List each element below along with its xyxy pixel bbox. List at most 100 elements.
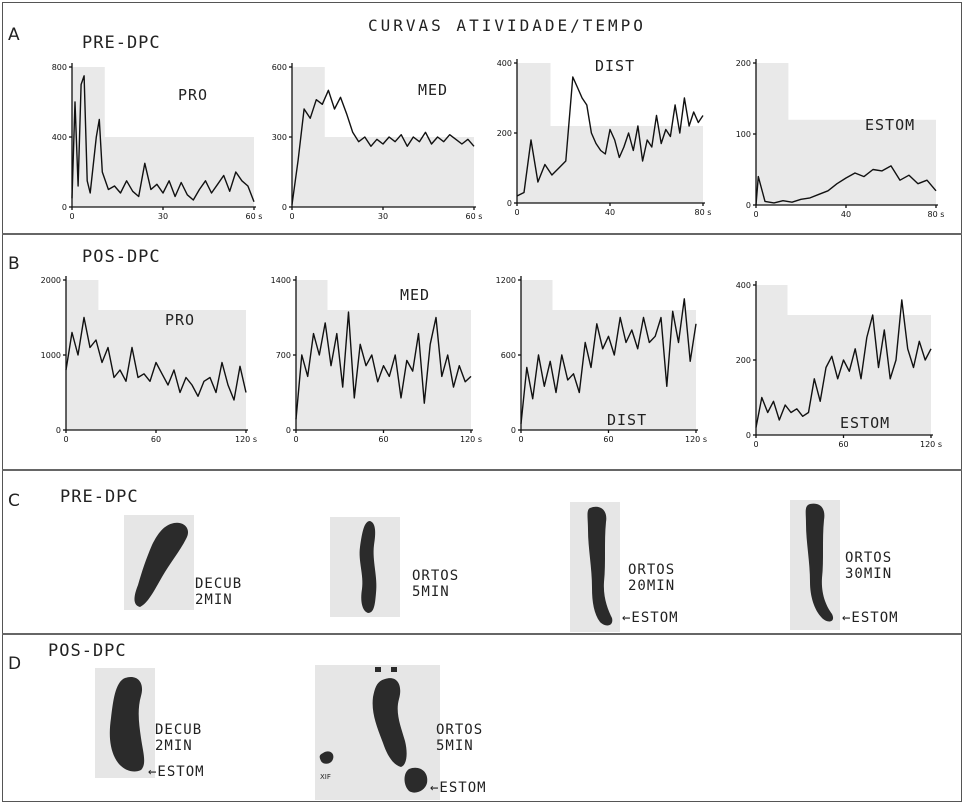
series-line — [520, 298, 697, 424]
scan-pre-ortos30-estom-marker: ←ESTOM — [842, 610, 899, 626]
series-label: MED — [418, 81, 448, 99]
plot-shading — [72, 67, 254, 207]
scan-pos-decub — [95, 668, 155, 778]
chart-a-med: 0 300 600 0 30 60 s MED — [272, 63, 483, 221]
x-tick-label: 0 — [293, 435, 298, 444]
panel-letter-a: A — [8, 25, 20, 45]
y-tick-label: 300 — [272, 133, 287, 142]
series-label: MED — [400, 286, 430, 304]
scan-pre-ortos20-label: ORTOS 20MIN — [628, 562, 676, 594]
chart-a-dist: 0 200 400 0 40 80 s DIST — [497, 57, 712, 217]
panel-a-label: PRE-DPC — [82, 33, 161, 53]
y-tick-label: 0 — [62, 203, 67, 212]
divider-ab — [2, 233, 962, 235]
panel-d-label: POS-DPC — [48, 641, 127, 661]
plot-shading — [66, 280, 246, 430]
x-tick-label: 0 — [753, 210, 758, 219]
scan-pos-ortos5-note: XIF — [320, 773, 331, 781]
x-tick-label: 30 — [158, 212, 168, 221]
y-tick-label: 1000 — [41, 351, 61, 360]
chart-b-pro: 0 1000 2000 0 60 120 s PRO — [41, 276, 257, 444]
y-tick-label: 700 — [276, 351, 291, 360]
series-line — [291, 89, 475, 205]
x-tick-label: 120 s — [685, 435, 707, 444]
y-tick-label: 600 — [272, 63, 287, 72]
x-tick-label: 120 s — [460, 435, 482, 444]
series-line — [65, 316, 247, 401]
y-tick-label: 0 — [282, 203, 287, 212]
plot-shading — [292, 67, 474, 207]
series-label: PRO — [178, 86, 208, 104]
chart-a-pro: 0 400 800 0 30 60 s PRO — [52, 63, 263, 221]
x-tick-label: 0 — [518, 435, 523, 444]
x-tick-label: 60 — [603, 435, 613, 444]
chart-b-dist: 0 600 1200 0 60 120 s DIST — [496, 276, 707, 444]
y-tick-label: 1200 — [496, 276, 516, 285]
y-tick-label: 400 — [736, 281, 751, 290]
scan-pre-ortos5 — [330, 517, 400, 617]
divider-bc — [2, 469, 962, 471]
divider-cd — [2, 633, 962, 635]
x-tick-label: 40 — [605, 208, 615, 217]
scan-pos-decub-estom-marker: ←ESTOM — [148, 764, 205, 780]
scan-pre-decub — [124, 515, 194, 610]
scan-pos-ortos5-label: ORTOS 5MIN — [436, 722, 484, 754]
series-line — [295, 311, 472, 420]
x-tick-label: 0 — [69, 212, 74, 221]
x-tick-label: 120 s — [920, 440, 942, 449]
x-tick-label: 0 — [514, 208, 519, 217]
y-tick-label: 100 — [736, 130, 751, 139]
y-tick-label: 600 — [501, 351, 516, 360]
plot-shading — [296, 280, 471, 430]
y-tick-label: 200 — [736, 59, 751, 68]
series-label: ESTOM — [865, 116, 915, 134]
y-tick-label: 0 — [511, 426, 516, 435]
scan-pos-decub-label: DECUB 2MIN — [155, 722, 203, 754]
x-tick-label: 60 s — [246, 212, 263, 221]
y-tick-label: 800 — [52, 63, 67, 72]
y-tick-label: 200 — [497, 129, 512, 138]
scan-pos-ortos5-estom-marker: ←ESTOM — [430, 780, 487, 796]
x-tick-label: 120 s — [235, 435, 257, 444]
y-tick-label: 0 — [746, 201, 751, 210]
scan-pre-ortos5-label: ORTOS 5MIN — [412, 568, 460, 600]
scan-pre-ortos30 — [790, 500, 840, 630]
panel-letter-c: C — [8, 491, 20, 511]
panel-c-label: PRE-DPC — [60, 487, 139, 507]
chart-b-estom: 0 200 400 0 60 120 s ESTOM — [736, 281, 942, 449]
scan-pre-ortos30-label: ORTOS 30MIN — [845, 550, 893, 582]
scan-pre-decub-label: DECUB 2MIN — [195, 576, 243, 608]
x-tick-label: 60 — [151, 435, 161, 444]
y-tick-label: 200 — [736, 356, 751, 365]
chart-b-med: 0 700 1400 0 60 120 s MED — [271, 276, 482, 444]
scan-pre-ortos20 — [570, 502, 620, 632]
series-line — [755, 299, 932, 428]
panel-letter-d: D — [8, 654, 22, 674]
series-label: ESTOM — [840, 414, 890, 432]
panel-b-label: POS-DPC — [82, 247, 161, 267]
x-tick-label: 0 — [753, 440, 758, 449]
x-tick-label: 80 s — [695, 208, 712, 217]
x-tick-label: 60 — [378, 435, 388, 444]
panel-letter-b: B — [8, 254, 20, 274]
y-tick-label: 400 — [52, 133, 67, 142]
series-line — [755, 165, 937, 206]
y-tick-label: 0 — [286, 426, 291, 435]
series-line — [516, 76, 704, 197]
y-tick-label: 0 — [56, 426, 61, 435]
x-tick-label: 60 s — [466, 212, 483, 221]
y-tick-label: 400 — [497, 59, 512, 68]
x-tick-label: 40 — [841, 210, 851, 219]
x-tick-label: 80 s — [928, 210, 945, 219]
x-tick-label: 0 — [63, 435, 68, 444]
scan-pos-ortos5 — [315, 665, 440, 800]
plot-shading — [756, 63, 936, 205]
series-label: DIST — [607, 411, 647, 429]
y-tick-label: 2000 — [41, 276, 61, 285]
series-label: PRO — [165, 311, 195, 329]
chart-a-estom: 0 100 200 0 40 80 s ESTOM — [736, 59, 945, 219]
y-tick-label: 0 — [746, 431, 751, 440]
plot-shading — [521, 280, 696, 430]
figure-title: CURVAS ATIVIDADE/TEMPO — [368, 16, 646, 35]
